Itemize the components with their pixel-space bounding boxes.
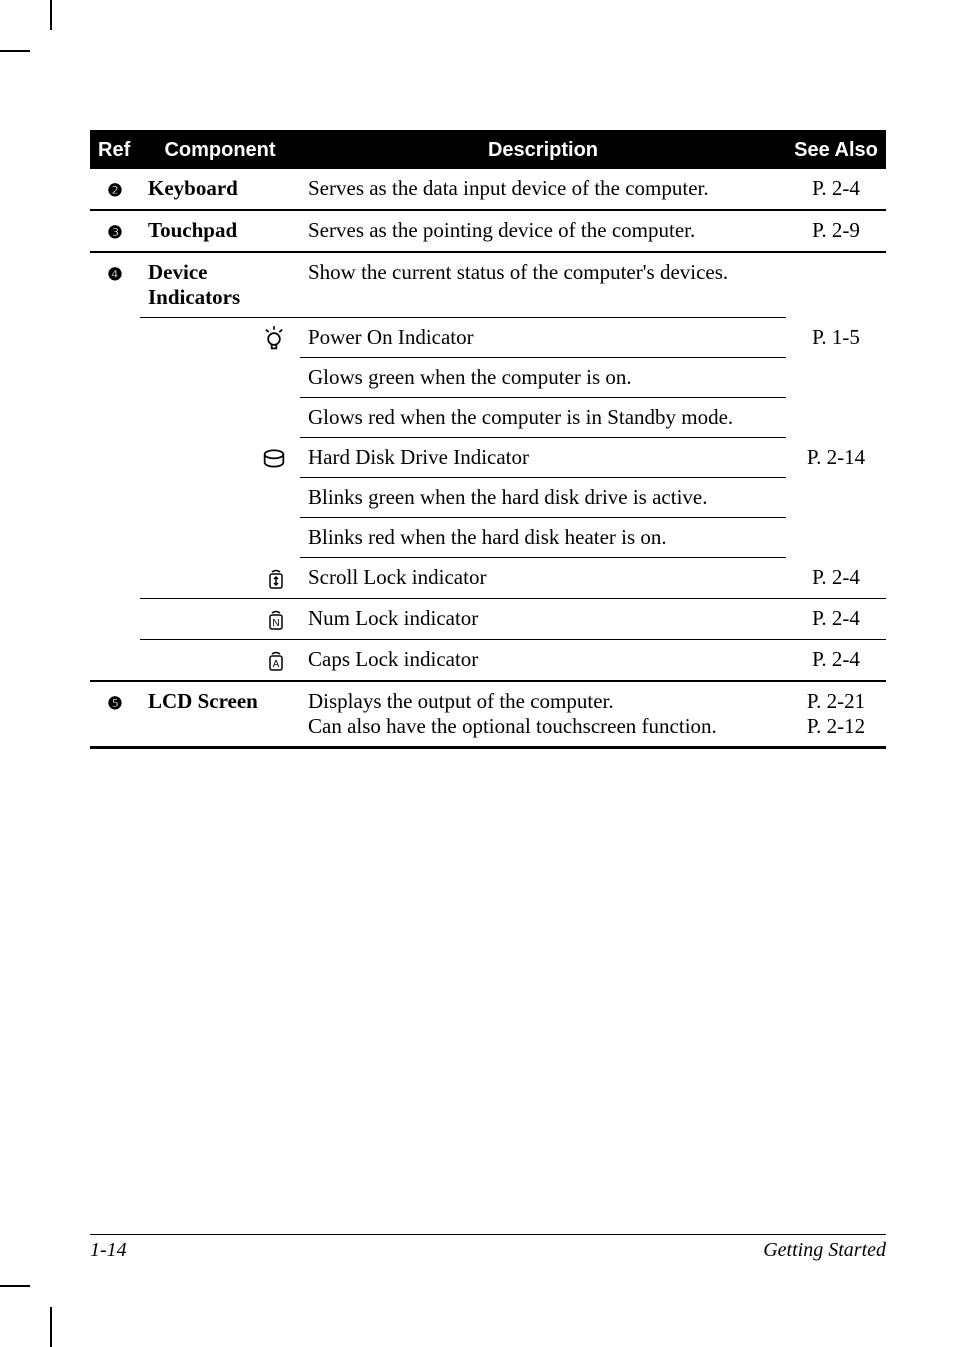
hdd-green-desc: Blinks green when the hard disk drive is… bbox=[300, 478, 786, 518]
svg-text:A: A bbox=[273, 659, 280, 670]
ref-2-icon: ❷ bbox=[104, 180, 126, 202]
scroll-see: P. 2-4 bbox=[786, 558, 886, 599]
num-lock-icon: N bbox=[264, 608, 288, 632]
ref-4-icon: ❹ bbox=[104, 264, 126, 286]
scroll-lock-icon bbox=[264, 567, 288, 591]
power-on-desc: Power On Indicator bbox=[300, 318, 786, 358]
row-keyboard: ❷ Keyboard Serves as the data input devi… bbox=[90, 169, 886, 211]
row-power-on: Power On Indicator P. 1-5 bbox=[90, 318, 886, 358]
svg-text:N: N bbox=[272, 618, 279, 629]
header-description: Description bbox=[300, 132, 786, 169]
table-header-row: Ref Component Description See Also bbox=[90, 132, 886, 169]
caps-see: P. 2-4 bbox=[786, 639, 886, 681]
row-caps-lock: A Caps Lock indicator P. 2-4 bbox=[90, 639, 886, 681]
row-num-lock: N Num Lock indicator P. 2-4 bbox=[90, 598, 886, 639]
keyboard-see: P. 2-4 bbox=[786, 169, 886, 211]
power-red-desc: Glows red when the computer is in Standb… bbox=[300, 398, 786, 438]
device-indicators-desc: Show the current status of the computer'… bbox=[300, 252, 786, 318]
component-table: Ref Component Description See Also ❷ Key… bbox=[90, 130, 886, 749]
ref-5-icon: ❺ bbox=[104, 693, 126, 715]
keyboard-desc: Serves as the data input device of the c… bbox=[300, 169, 786, 211]
hdd-see: P. 2-14 bbox=[786, 438, 886, 478]
hdd-red-desc: Blinks red when the hard disk heater is … bbox=[300, 518, 786, 558]
row-scroll-lock: Scroll Lock indicator P. 2-4 bbox=[90, 558, 886, 599]
num-see: P. 2-4 bbox=[786, 598, 886, 639]
page-footer: 1-14 Getting Started bbox=[90, 1234, 886, 1262]
caps-desc: Caps Lock indicator bbox=[300, 639, 786, 681]
hdd-desc: Hard Disk Drive Indicator bbox=[300, 438, 786, 478]
ref-3-icon: ❸ bbox=[104, 222, 126, 244]
lcd-see: P. 2-21 P. 2-12 bbox=[786, 681, 886, 748]
page-number: 1-14 bbox=[90, 1239, 127, 1262]
header-component: Component bbox=[140, 132, 300, 169]
row-lcd: ❺ LCD Screen Displays the output of the … bbox=[90, 681, 886, 748]
scroll-desc: Scroll Lock indicator bbox=[300, 558, 786, 599]
caps-lock-icon: A bbox=[264, 649, 288, 673]
touchpad-desc: Serves as the pointing device of the com… bbox=[300, 210, 786, 252]
power-green-desc: Glows green when the computer is on. bbox=[300, 358, 786, 398]
num-desc: Num Lock indicator bbox=[300, 598, 786, 639]
device-indicators-label: Device Indicators bbox=[140, 252, 300, 318]
touchpad-see: P. 2-9 bbox=[786, 210, 886, 252]
lcd-desc: Displays the output of the computer. Can… bbox=[300, 681, 786, 748]
lightbulb-icon bbox=[260, 325, 288, 353]
hard-disk-icon bbox=[260, 445, 288, 473]
header-ref: Ref bbox=[90, 132, 140, 169]
header-see-also: See Also bbox=[786, 132, 886, 169]
keyboard-label: Keyboard bbox=[140, 169, 300, 211]
section-title: Getting Started bbox=[763, 1239, 886, 1262]
component-table-container: Ref Component Description See Also ❷ Key… bbox=[90, 130, 886, 749]
touchpad-label: Touchpad bbox=[140, 210, 300, 252]
row-touchpad: ❸ Touchpad Serves as the pointing device… bbox=[90, 210, 886, 252]
power-on-see: P. 1-5 bbox=[786, 318, 886, 358]
lcd-label: LCD Screen bbox=[140, 681, 300, 748]
row-device-indicators: ❹ Device Indicators Show the current sta… bbox=[90, 252, 886, 318]
row-hdd: Hard Disk Drive Indicator P. 2-14 bbox=[90, 438, 886, 478]
